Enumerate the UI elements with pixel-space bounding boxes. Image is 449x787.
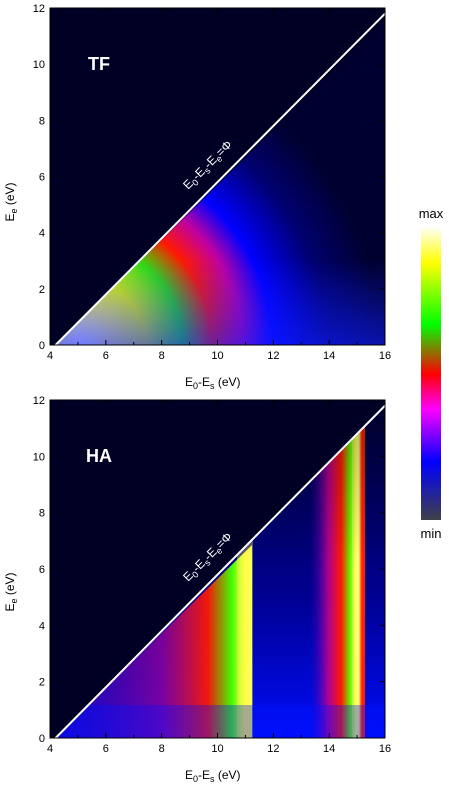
ha-xtick-label: 10 bbox=[211, 743, 223, 755]
ha-xlabel: E0-Es (eV) bbox=[185, 768, 241, 784]
ha-boundary-label: E0-Es-Ee=Φ bbox=[180, 530, 236, 586]
ha-ytick-label: 8 bbox=[39, 508, 45, 520]
ha-xtick-label: 6 bbox=[103, 743, 109, 755]
colorbar-min-label: min bbox=[421, 526, 442, 541]
ha-ytick-label: 6 bbox=[39, 564, 45, 576]
tf-ytick-label: 2 bbox=[39, 284, 45, 296]
colorbar: max min bbox=[419, 206, 444, 541]
ha-boundary-line bbox=[54, 404, 386, 739]
tf-xtick-label: 16 bbox=[379, 350, 391, 362]
ha-ytick-label: 12 bbox=[33, 395, 45, 407]
ha-ytick-label: 10 bbox=[33, 451, 45, 463]
tf-ytick-label: 12 bbox=[33, 3, 45, 15]
ha-ylabel: Ee (eV) bbox=[3, 572, 19, 611]
panel-ha: HA E0-Es-Ee=Φ 4 6 8 10 12 14 16 0 2 4 6 8 10 12 E0-Es… bbox=[3, 395, 391, 784]
ha-xtick-label: 16 bbox=[379, 743, 391, 755]
colorbar-max-label: max bbox=[419, 206, 444, 221]
tf-xtick-label: 10 bbox=[211, 350, 223, 362]
ha-xtick-label: 8 bbox=[159, 743, 165, 755]
tf-ytick-label: 4 bbox=[39, 228, 45, 240]
tf-ylabel: Ee (eV) bbox=[3, 182, 19, 221]
ha-ytick-label: 0 bbox=[39, 733, 45, 745]
ha-ytick-label: 4 bbox=[39, 620, 45, 632]
ha-xtick-label: 14 bbox=[323, 743, 335, 755]
tf-xtick-label: 6 bbox=[103, 350, 109, 362]
tf-xtick-label: 8 bbox=[159, 350, 165, 362]
ha-xtick-label: 12 bbox=[267, 743, 279, 755]
tf-xlabel: E0-Es (eV) bbox=[185, 375, 241, 391]
ha-ytick-label: 2 bbox=[39, 677, 45, 689]
tf-boundary-line bbox=[54, 12, 386, 346]
tf-xtick-label: 4 bbox=[47, 350, 53, 362]
ha-xtick-label: 4 bbox=[47, 743, 53, 755]
tf-xtick-label: 12 bbox=[267, 350, 279, 362]
panel-ha-label: HA bbox=[86, 446, 112, 466]
colorbar-gradient bbox=[421, 228, 441, 520]
tf-ytick-label: 0 bbox=[39, 340, 45, 352]
tf-ytick-label: 10 bbox=[33, 59, 45, 71]
tf-ytick-label: 6 bbox=[39, 172, 45, 184]
tf-ytick-label: 8 bbox=[39, 115, 45, 127]
panel-tf-label: TF bbox=[88, 54, 110, 74]
tf-xtick-label: 14 bbox=[323, 350, 335, 362]
